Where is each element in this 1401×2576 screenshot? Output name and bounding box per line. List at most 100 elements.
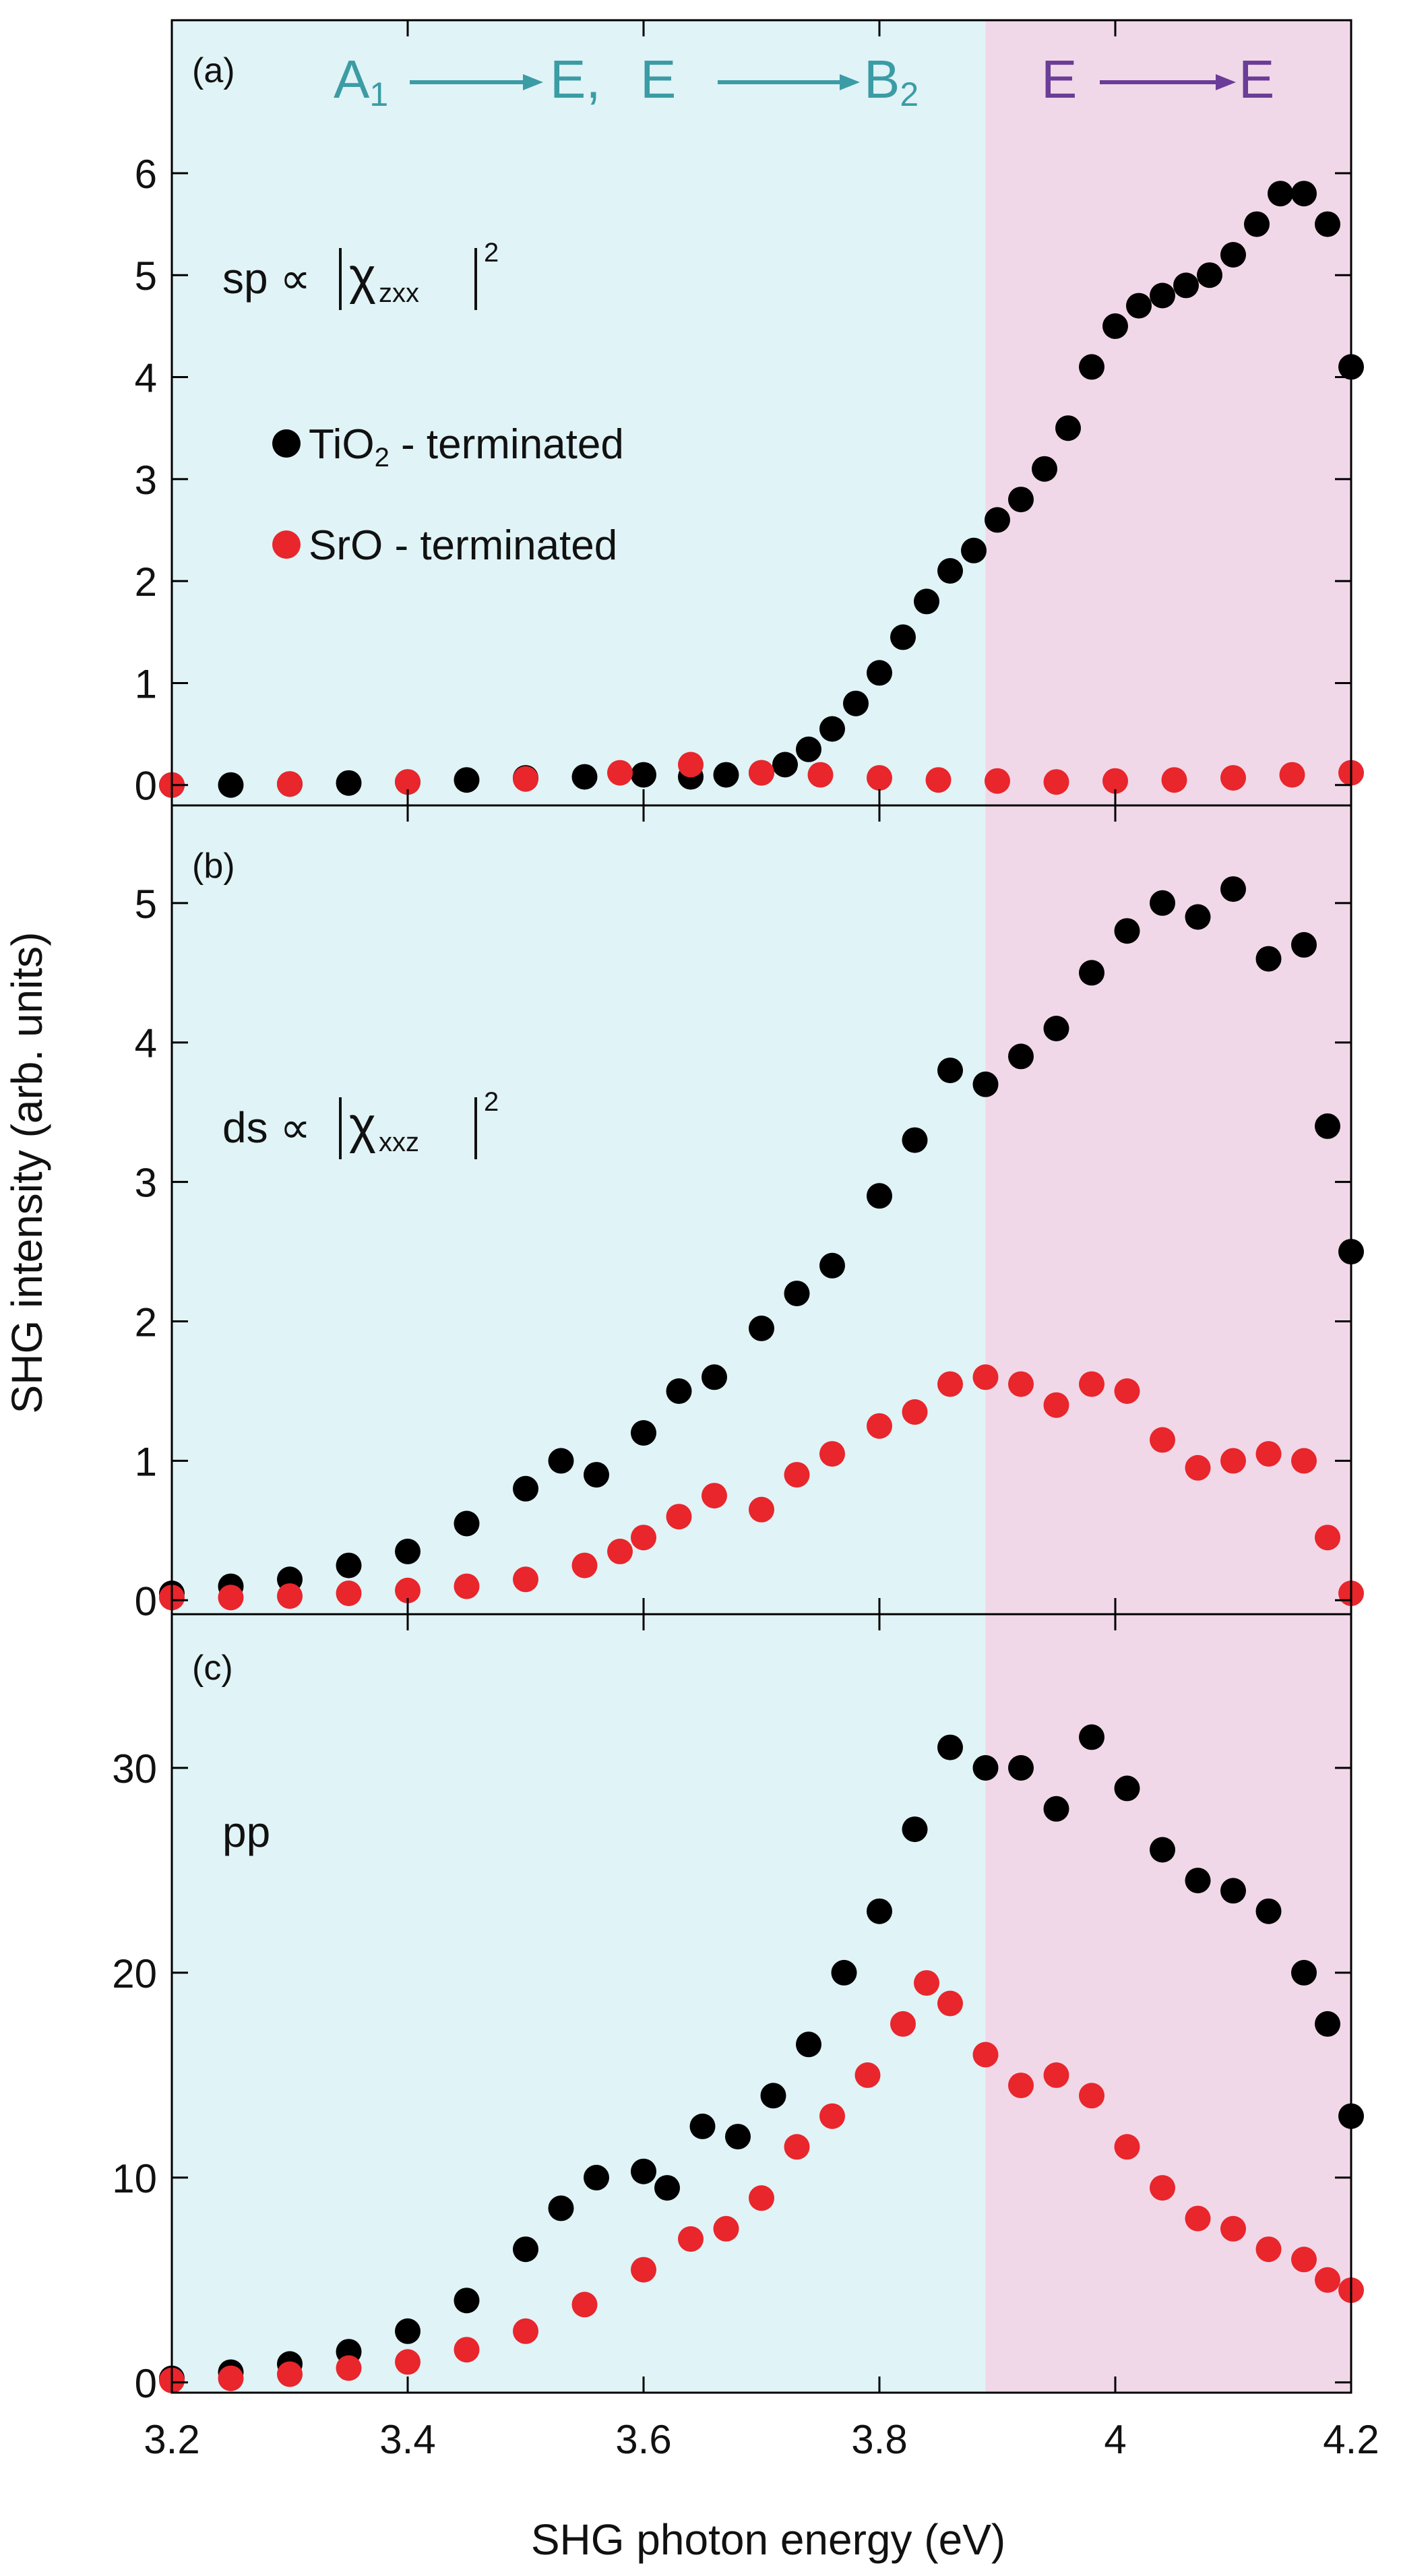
panel-a-sro-point: [395, 769, 421, 795]
panel-c-tio2-point: [937, 1734, 963, 1760]
x-tick-label: 3.2: [144, 2417, 199, 2462]
panel-c-ytick-label: 30: [112, 1746, 157, 1791]
panel-b-sro-point: [218, 1585, 244, 1611]
panel-c-tag: (c): [192, 1649, 233, 1688]
panel-a-tio2-point: [961, 537, 987, 563]
panel-a-ytick-label: 2: [135, 559, 157, 605]
panel-b-sro-point: [937, 1371, 963, 1397]
panel-c-sro-point: [1315, 2267, 1340, 2293]
panel-c-sro-point: [972, 2042, 999, 2068]
panel-b-tio2-point: [819, 1252, 845, 1279]
panel-b-sro-point: [454, 1573, 480, 1599]
panel-c-ytick-label: 10: [112, 2156, 157, 2201]
panel-a-chi: χ: [349, 247, 376, 305]
panel-b-ytick-label: 4: [135, 1021, 157, 1066]
panel-a-formula: sp ∝ χ zxx 2: [222, 238, 499, 310]
panel-c-sro-point: [678, 2226, 704, 2252]
panel-b-tio2-point: [1008, 1043, 1034, 1070]
panel-c-sro-point: [336, 2355, 362, 2381]
panel-b-ytick-label: 1: [135, 1439, 157, 1484]
panel-b-sro-point: [749, 1496, 774, 1523]
panel-a-sro-point: [985, 768, 1010, 794]
panel-a-ytick-label: 6: [135, 152, 157, 197]
panel-c-sro-point: [713, 2215, 739, 2242]
panel-c-tio2-point: [972, 1755, 999, 1781]
transition-arrowhead-2: [840, 74, 860, 90]
legend-tio2-label: TiO2 - terminated: [309, 421, 624, 472]
panel-c-tio2-point: [1114, 1775, 1140, 1802]
panel-c: 0 10 20 30 (c) pp: [112, 1613, 1364, 2406]
transition-e2-label: E: [640, 49, 676, 109]
panel-b-tio2-point: [584, 1462, 609, 1488]
panel-a-sro-point: [867, 765, 892, 791]
panel-b-subscript: xxz: [379, 1128, 419, 1157]
panel-b-chi: χ: [349, 1097, 376, 1154]
panel-a-tio2-point: [819, 716, 845, 742]
panel-c-tio2-point: [454, 2288, 480, 2314]
panel-b-sro-point: [395, 1577, 421, 1603]
panel-a-tio2-point: [1291, 181, 1317, 207]
panel-b-sro-point: [1079, 1371, 1104, 1397]
panel-b-tag: (b): [192, 847, 235, 886]
panel-a-tio2-point: [1079, 354, 1104, 380]
panel-a-tio2-point: [1197, 262, 1222, 288]
panel-a-formula-prefix: sp ∝: [222, 254, 311, 303]
panel-b-sro-point: [631, 1525, 656, 1551]
panel-b-sro-point: [666, 1504, 692, 1530]
panel-b-ticks: 0 1 2 3 4 5: [135, 805, 1352, 1624]
panel-b-ytick-label: 2: [135, 1300, 157, 1345]
panel-b-tio2-point: [867, 1183, 892, 1209]
panel-b-tio2-point: [395, 1538, 421, 1564]
panel-c-tio2-point: [867, 1898, 892, 1924]
panel-c-sro-point: [854, 2062, 881, 2088]
panel-a-tio2-point: [1055, 415, 1081, 441]
panel-b-tio2-point: [1079, 960, 1104, 986]
panel-b-tio2-point: [1255, 946, 1282, 972]
panel-b-tio2-point: [702, 1364, 727, 1390]
panel-a-ytick-label: 5: [135, 253, 157, 299]
panel-b-sro-point: [784, 1462, 810, 1488]
panel-a-transition-labels: A1 E, E B2 E E: [334, 49, 1274, 113]
panel-c-tio2-point: [1291, 1959, 1317, 1986]
panel-b-tio2-point: [1150, 890, 1175, 916]
panel-c-sro-point: [513, 2318, 538, 2344]
panel-c-sro-point: [1255, 2236, 1282, 2263]
panel-c-sro-point: [937, 1990, 963, 2017]
x-tick-label: 3.4: [379, 2417, 435, 2462]
legend: TiO2 - terminated SrO - terminated: [272, 421, 624, 569]
panel-a-tio2-point: [631, 762, 656, 788]
panel-b-tio2-point: [937, 1057, 963, 1084]
transition-arrowhead-3: [1216, 74, 1236, 90]
panel-c-sro-point: [1220, 2215, 1246, 2242]
panel-c-tio2-point: [1008, 1755, 1034, 1781]
panel-a-tio2-point: [796, 736, 821, 762]
panel-b-tio2-point: [513, 1475, 538, 1502]
panel-c-sro-point: [749, 2185, 774, 2211]
panel-a-sro-point: [749, 760, 774, 786]
panel-b-tio2-point: [1315, 1113, 1340, 1139]
panel-b-sro-point: [1008, 1371, 1034, 1397]
panel-c-frame: [170, 1613, 1352, 2394]
panel-b-tio2-point: [972, 1071, 999, 1097]
transition-a1-label: A1: [334, 49, 388, 113]
panel-b-region-low: [172, 805, 986, 1614]
panel-c-tio2-point: [760, 2083, 786, 2109]
panel-c-tio2-point: [654, 2175, 680, 2201]
panel-b-sro-point: [1255, 1441, 1282, 1467]
panel-c-sro-point: [277, 2361, 303, 2387]
panel-c-sro-point: [890, 2011, 916, 2037]
panel-b-sro-point: [513, 1566, 538, 1593]
panel-b-tio2-point: [749, 1315, 774, 1341]
panel-b-ytick-label: 5: [135, 882, 157, 927]
panel-b-sro-point: [571, 1552, 598, 1578]
transition-b2-label: B2: [864, 49, 919, 113]
panel-c-tio2-point: [1185, 1868, 1211, 1894]
panel-b-marks: [159, 876, 1364, 1611]
x-tick-label: 3.8: [851, 2417, 907, 2462]
panel-c-tio2-point: [584, 2164, 609, 2190]
panel-c-tio2-point: [796, 2031, 821, 2058]
panel-b-formula: ds ∝ χ xxz 2: [222, 1087, 499, 1159]
panel-b-exponent: 2: [484, 1087, 499, 1117]
panel-c-sro-point: [454, 2337, 480, 2363]
x-tick-label: 3.6: [615, 2417, 671, 2462]
